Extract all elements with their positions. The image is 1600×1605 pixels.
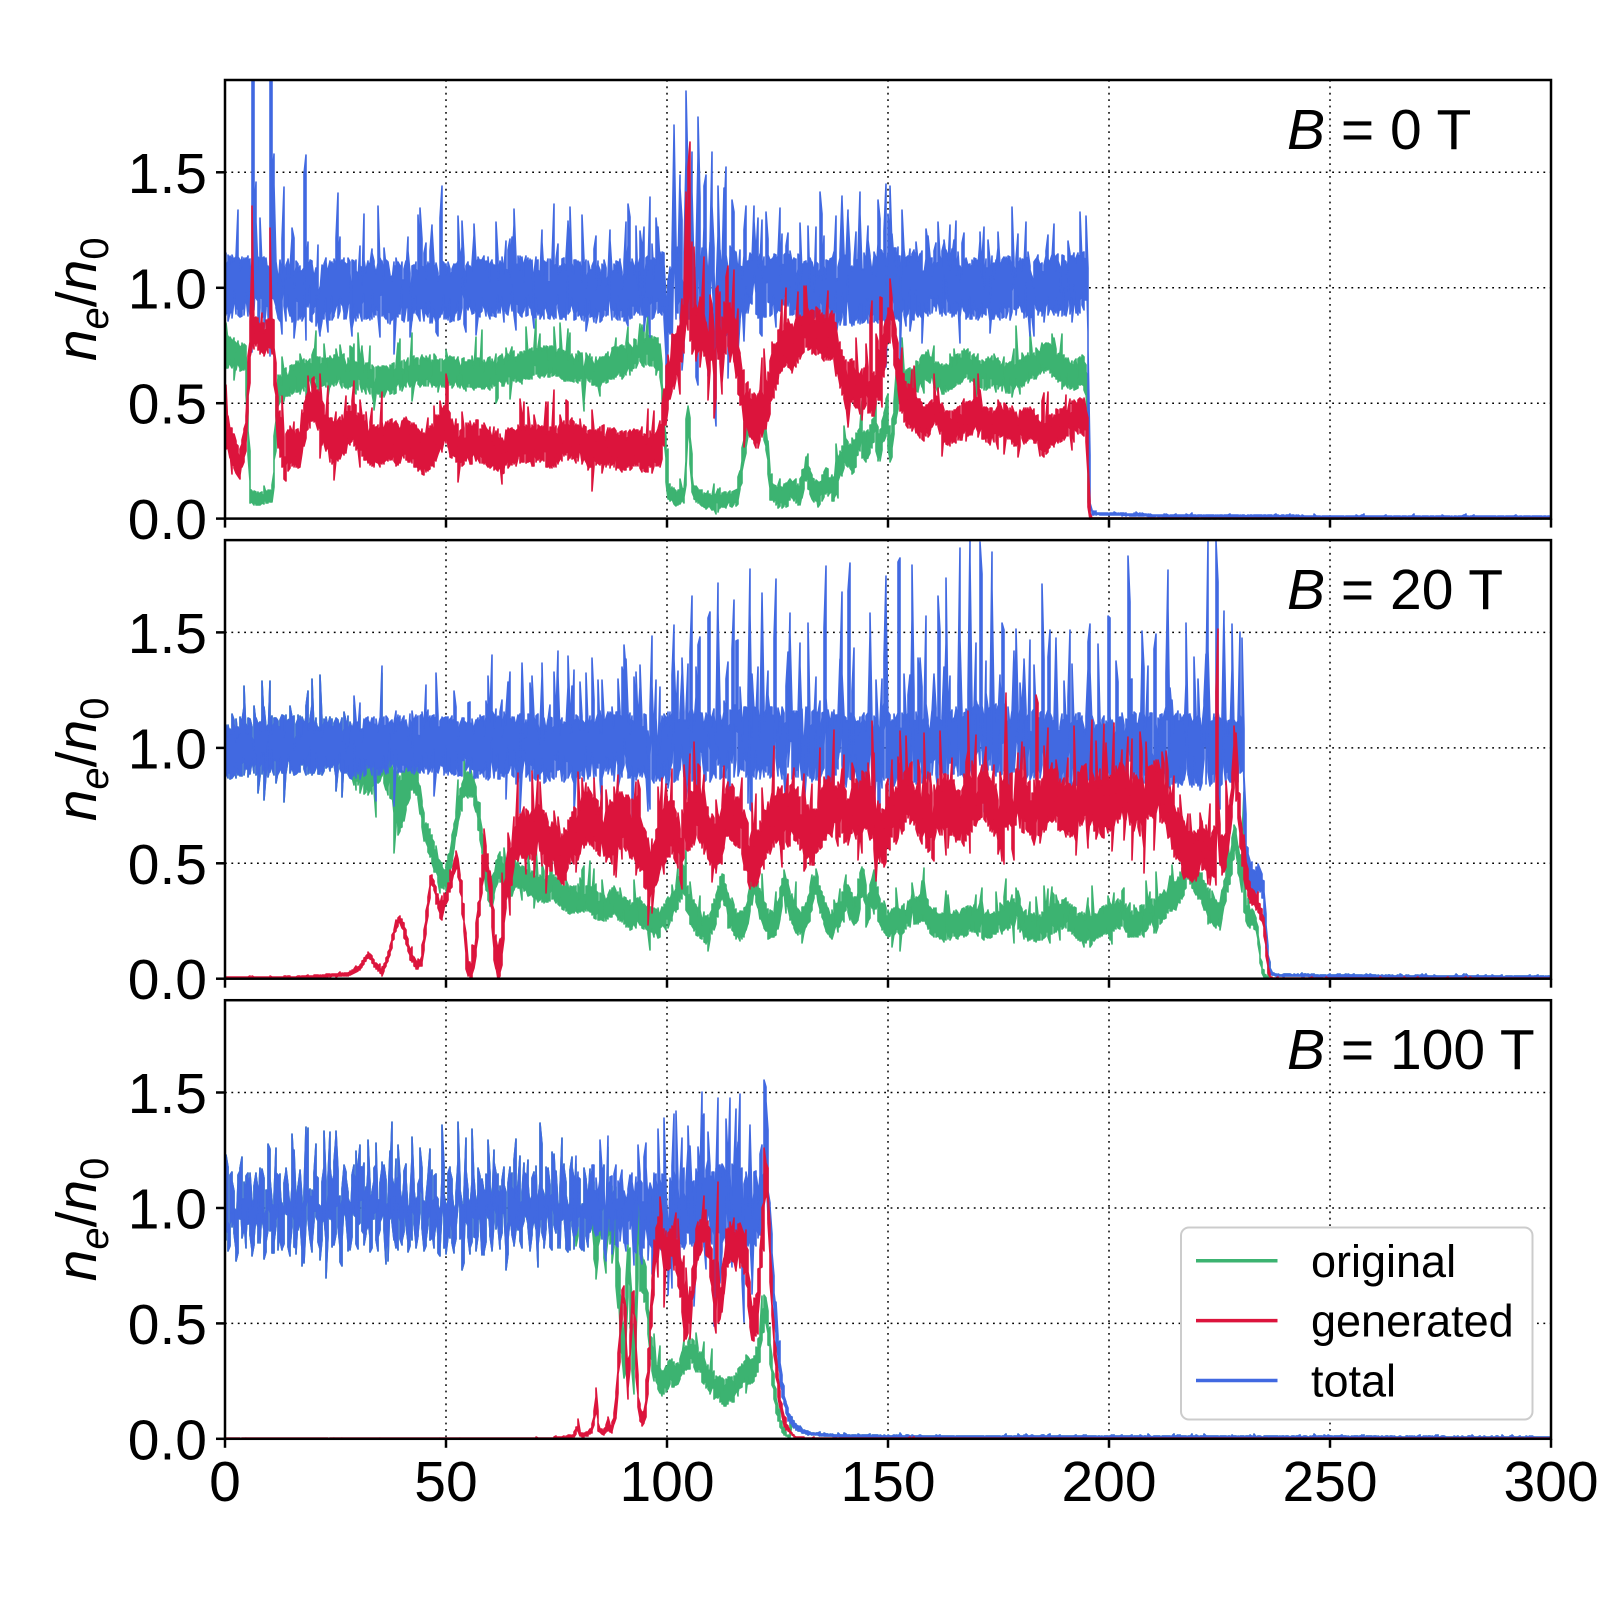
svg-text:0.5: 0.5: [128, 1293, 207, 1357]
svg-text:0.5: 0.5: [128, 833, 207, 897]
svg-text:B = 0 T: B = 0 T: [1287, 98, 1471, 162]
svg-text:1.5: 1.5: [128, 1062, 207, 1126]
svg-text:0.5: 0.5: [128, 373, 207, 437]
svg-text:100: 100: [619, 1450, 714, 1514]
svg-text:ne/n0: ne/n0: [45, 237, 117, 361]
svg-text:generated: generated: [1311, 1296, 1514, 1347]
svg-text:ne/n0: ne/n0: [45, 1158, 117, 1282]
svg-text:200: 200: [1061, 1450, 1156, 1514]
svg-text:150: 150: [840, 1450, 935, 1514]
svg-text:1.0: 1.0: [128, 257, 207, 321]
svg-text:0: 0: [209, 1450, 241, 1514]
svg-text:300: 300: [1503, 1450, 1598, 1514]
svg-text:1.5: 1.5: [128, 602, 207, 666]
svg-text:0.0: 0.0: [128, 948, 207, 1012]
svg-text:1.0: 1.0: [128, 717, 207, 781]
svg-text:1.0: 1.0: [128, 1178, 207, 1242]
svg-text:50: 50: [414, 1450, 477, 1514]
svg-text:0.0: 0.0: [128, 488, 207, 552]
svg-text:total: total: [1311, 1356, 1396, 1407]
svg-text:0.0: 0.0: [128, 1408, 207, 1472]
svg-text:250: 250: [1282, 1450, 1377, 1514]
svg-text:original: original: [1311, 1236, 1456, 1287]
svg-text:B = 100 T: B = 100 T: [1287, 1018, 1535, 1082]
svg-text:1.5: 1.5: [128, 142, 207, 206]
svg-text:ne/n0: ne/n0: [45, 698, 117, 822]
svg-text:B = 20 T: B = 20 T: [1287, 558, 1503, 622]
